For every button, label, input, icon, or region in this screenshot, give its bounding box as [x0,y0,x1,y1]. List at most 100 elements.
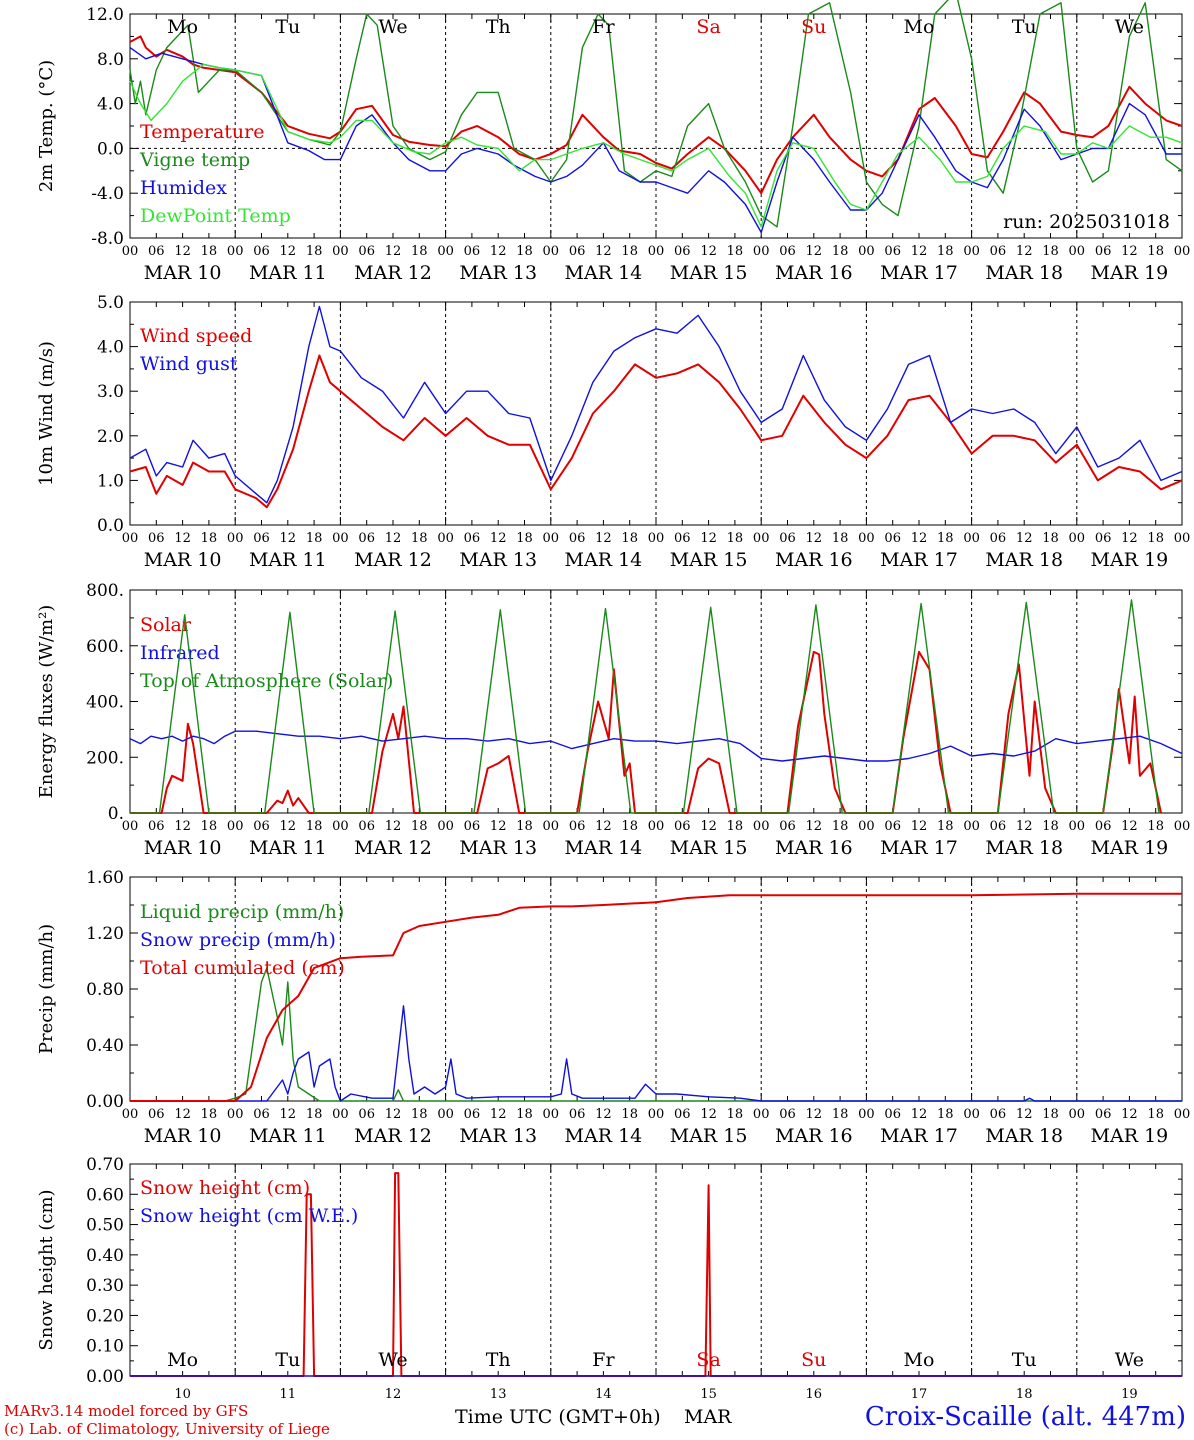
x-hour-label: 00 [963,244,980,259]
legend-entry: Solar [140,614,192,636]
x-date-label: MAR 18 [985,549,1063,571]
x-hour-label: 18 [1042,1107,1059,1122]
x-hour-label: 12 [911,819,928,834]
x-hour-label: 06 [1095,531,1112,546]
x-hour-label: 00 [858,244,875,259]
x-hour-label: 18 [727,819,744,834]
x-hour-label: 06 [569,531,586,546]
x-hour-label: 18 [937,819,954,834]
station-name: Croix-Scaille (alt. 447m) [864,1402,1186,1432]
x-hour-label: 18 [1042,531,1059,546]
x-hour-label: 00 [122,244,139,259]
x-hour-label: 18 [411,819,428,834]
x-hour-label: 12 [1016,1107,1033,1122]
x-hour-label: 12 [1121,531,1138,546]
day-number: 15 [700,1387,717,1402]
x-hour-label: 12 [174,244,191,259]
x-hour-label: 18 [411,531,428,546]
legend-entry: Temperature [140,121,264,143]
x-hour-label: 18 [516,244,533,259]
x-hour-label: 00 [858,531,875,546]
x-hour-label: 12 [806,819,823,834]
x-hour-label: 00 [648,819,665,834]
x-hour-label: 06 [464,244,481,259]
series-line [129,35,1183,195]
x-hour-label: 00 [963,1107,980,1122]
x-hour-label: 12 [385,819,402,834]
x-hour-label: 00 [1174,819,1191,834]
y-tick-label: 1.0 [97,471,124,491]
x-date-label: MAR 15 [670,262,748,284]
x-hour-label: 06 [148,531,165,546]
x-hour-label: 06 [779,244,796,259]
x-date-label: MAR 16 [775,262,853,284]
y-tick-label: 1.60 [86,868,124,888]
x-date-label: MAR 14 [565,837,643,859]
x-hour-label: 18 [201,531,218,546]
x-date-label: MAR 17 [880,837,958,859]
x-hour-label: 12 [1016,531,1033,546]
y-tick-label: 0.40 [86,1246,124,1266]
x-hour-label: 06 [569,244,586,259]
x-hour-label: 18 [727,1107,744,1122]
x-date-label: MAR 18 [985,1125,1063,1147]
x-date-label: MAR 11 [249,837,327,859]
x-date-label: MAR 14 [565,1125,643,1147]
y-tick-label: 0.40 [86,1036,124,1056]
x-hour-label: 06 [253,244,270,259]
x-hour-label: 00 [122,531,139,546]
x-hour-label: 18 [306,819,323,834]
x-hour-label: 00 [1174,244,1191,259]
x-hour-label: 18 [516,531,533,546]
y-axis-title: Precip (mm/h) [36,924,57,1054]
series-line [130,892,1182,1102]
y-tick-label: -8.0 [91,229,124,249]
x-date-label: MAR 10 [144,1125,222,1147]
x-hour-label: 00 [648,531,665,546]
x-hour-label: 00 [858,1107,875,1122]
x-hour-label: 00 [1069,819,1086,834]
x-hour-label: 00 [543,1107,560,1122]
x-hour-label: 12 [385,1107,402,1122]
x-date-label: MAR 19 [1091,262,1169,284]
x-hour-label: 12 [490,1107,507,1122]
series-line [129,63,1183,228]
legend-entry: Snow height (cm) [140,1177,310,1199]
series-line [129,730,1183,762]
x-hour-label: 12 [490,244,507,259]
x-hour-label: 12 [280,1107,297,1122]
x-hour-label: 12 [490,819,507,834]
x-hour-label: 00 [648,1107,665,1122]
series-line [130,1005,1182,1102]
y-tick-label: 0.00 [86,1367,124,1387]
y-tick-label: 1.20 [86,924,124,944]
y-tick-label: 200. [86,748,124,768]
day-name: Fr [592,16,615,38]
x-hour-label: 12 [700,531,717,546]
y-tick-label: 8.0 [97,50,124,70]
x-hour-label: 06 [253,819,270,834]
day-name: We [1115,16,1144,38]
x-hour-label: 18 [516,819,533,834]
x-hour-label: 12 [1016,819,1033,834]
y-tick-label: 0.80 [86,980,124,1000]
x-hour-label: 12 [806,244,823,259]
x-hour-label: 06 [990,1107,1007,1122]
x-hour-label: 06 [569,819,586,834]
x-date-label: MAR 18 [985,262,1063,284]
x-hour-label: 18 [727,531,744,546]
x-hour-label: 12 [280,531,297,546]
y-tick-label: 4.0 [97,95,124,115]
plot-frame [129,301,1183,526]
x-hour-label: 12 [595,244,612,259]
x-hour-label: 06 [464,531,481,546]
y-tick-label: 0.0 [97,139,124,159]
x-date-label: MAR 10 [144,837,222,859]
x-date-label: MAR 14 [565,549,643,571]
day-name: Mo [167,16,198,38]
y-tick-label: 0.10 [86,1337,124,1357]
x-hour-label: 06 [569,1107,586,1122]
x-date-label: MAR 17 [880,262,958,284]
x-hour-label: 18 [937,244,954,259]
x-hour-label: 00 [1069,1107,1086,1122]
